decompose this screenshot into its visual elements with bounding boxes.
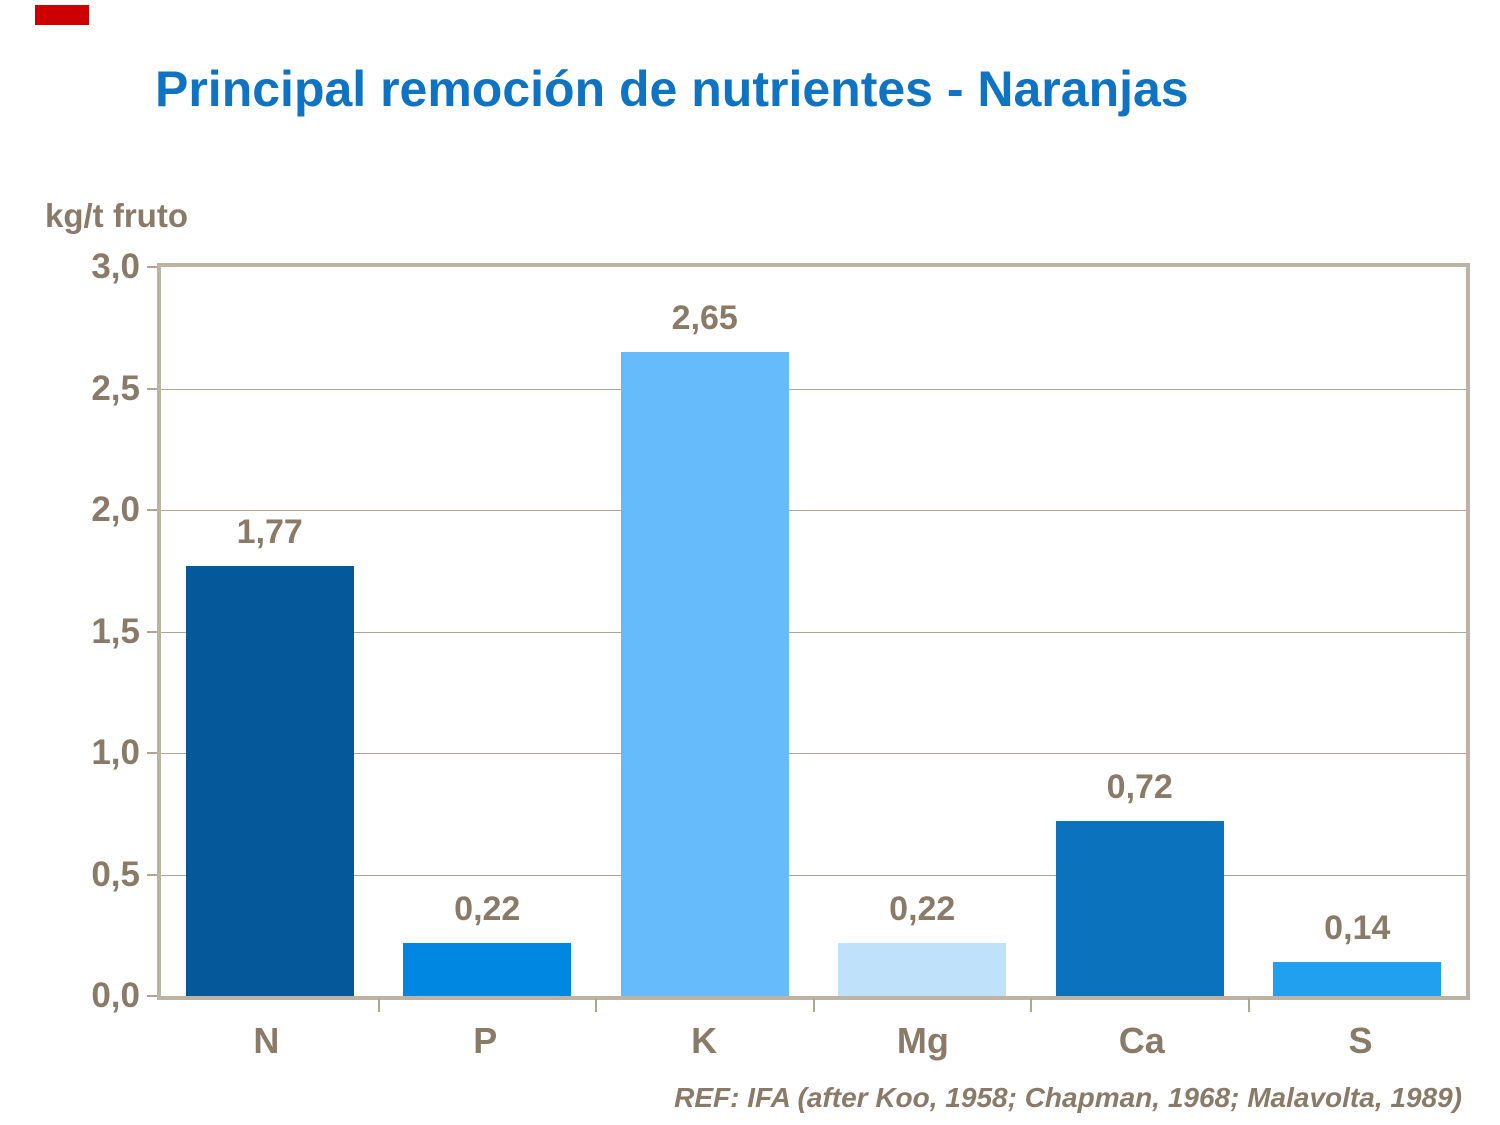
x-axis-category-labels: N P K Mg Ca S	[157, 1016, 1470, 1066]
bar-slot-Mg: 0,22	[814, 267, 1032, 996]
x-category-label-P: P	[473, 1020, 498, 1061]
red-accent-mark	[35, 5, 89, 25]
x-category-label-K: K	[691, 1020, 718, 1061]
bar-K	[620, 352, 789, 996]
y-tick-label-2,5: 2,5	[91, 368, 140, 408]
bar-value-label-K: 2,65	[671, 299, 738, 338]
y-tick-label-0,5: 0,5	[91, 854, 140, 894]
x-tick-mark	[1030, 998, 1032, 1012]
gridline	[161, 874, 1466, 876]
x-category-label-N: N	[253, 1020, 280, 1061]
bar-Ca	[1055, 821, 1224, 996]
reference-text: REF: IFA (after Koo, 1958; Chapman, 1968…	[674, 1082, 1462, 1113]
bar-S	[1273, 962, 1442, 996]
y-tick-label-1,5: 1,5	[91, 611, 140, 651]
y-tick-mark	[147, 509, 157, 511]
y-axis-unit-label: kg/t fruto	[45, 197, 188, 234]
bar-slot-P: 0,22	[379, 267, 597, 996]
bar-P	[403, 942, 572, 996]
x-tick-mark	[812, 998, 815, 1012]
plot-area: 1,77 0,22 2,65 0,22 0,72 0,14	[157, 263, 1470, 1000]
bar-value-label-P: 0,22	[454, 889, 521, 928]
y-tick-mark	[147, 873, 157, 876]
bar-slot-K: 2,65	[596, 267, 814, 996]
chart-title: Principal remoción de nutrientes - Naran…	[155, 61, 1189, 117]
gridline	[161, 753, 1466, 754]
x-tick-mark	[377, 998, 380, 1012]
y-tick-label-1,0: 1,0	[91, 733, 140, 772]
x-category-label-Mg: Mg	[896, 1020, 949, 1061]
bar-slot-N: 1,77	[161, 267, 379, 996]
x-tick-mark	[595, 998, 597, 1012]
bar-value-label-N: 1,77	[236, 512, 303, 551]
bar-Mg	[838, 942, 1007, 996]
bar-slot-S: 0,14	[1249, 267, 1467, 996]
y-tick-mark	[147, 995, 157, 997]
y-tick-label-2,0: 2,0	[91, 490, 140, 529]
y-tick-mark	[147, 266, 157, 268]
y-tick-mark	[147, 752, 157, 754]
bar-N	[185, 565, 354, 996]
y-tick-label-3,0: 3,0	[91, 247, 140, 286]
bar-slot-Ca: 0,72	[1031, 267, 1249, 996]
gridline	[161, 388, 1466, 390]
bar-value-label-Mg: 0,22	[889, 889, 956, 928]
y-tick-mark	[147, 630, 157, 633]
y-tick-mark	[147, 387, 157, 390]
y-tick-label-0,0: 0,0	[91, 976, 140, 1015]
bar-value-label-S: 0,14	[1324, 908, 1391, 947]
gridline	[161, 631, 1466, 633]
x-category-label-S: S	[1348, 1020, 1373, 1061]
gridline	[161, 510, 1466, 511]
x-category-label-Ca: Ca	[1118, 1020, 1165, 1061]
bar-value-label-Ca: 0,72	[1106, 768, 1173, 807]
x-tick-mark	[1247, 998, 1250, 1012]
